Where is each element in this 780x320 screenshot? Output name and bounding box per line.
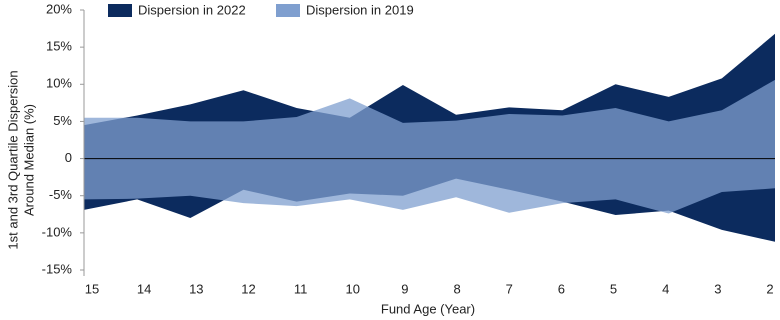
y-tick-label: 15% [46,39,72,54]
x-tick-label: 9 [401,281,408,296]
legend-label: Dispersion in 2019 [306,2,414,17]
y-axis-label: Around Median (%) [21,104,36,216]
legend-label: Dispersion in 2022 [138,2,246,17]
x-tick-label: 8 [453,281,460,296]
legend-swatch [276,4,300,17]
x-tick-label: 7 [506,281,513,296]
x-tick-label: 5 [610,281,617,296]
band-area [84,79,775,214]
y-tick-label: 5% [53,113,72,128]
y-axis-label: 1st and 3rd Quartile Dispersion [5,70,20,249]
x-tick-label: 3 [714,281,721,296]
x-tick-label: 11 [294,281,308,296]
x-tick-label: 13 [189,281,203,296]
x-tick-label: 12 [241,281,255,296]
x-tick-label: 2 [766,281,773,296]
y-tick-label: -15% [42,261,73,276]
y-tick-label: 10% [46,76,72,91]
x-axis-label: Fund Age (Year) [381,301,475,316]
x-tick-label: 4 [662,281,669,296]
y-tick-label: 20% [46,1,72,16]
y-tick-label: -5% [49,187,73,202]
x-tick-label: 14 [137,281,151,296]
x-tick-label: 10 [346,281,360,296]
x-tick-label: 15 [85,281,99,296]
x-tick-label: 6 [558,281,565,296]
y-tick-label: 0 [65,150,72,165]
y-tick-label: -10% [42,224,73,239]
legend-swatch [108,4,132,17]
